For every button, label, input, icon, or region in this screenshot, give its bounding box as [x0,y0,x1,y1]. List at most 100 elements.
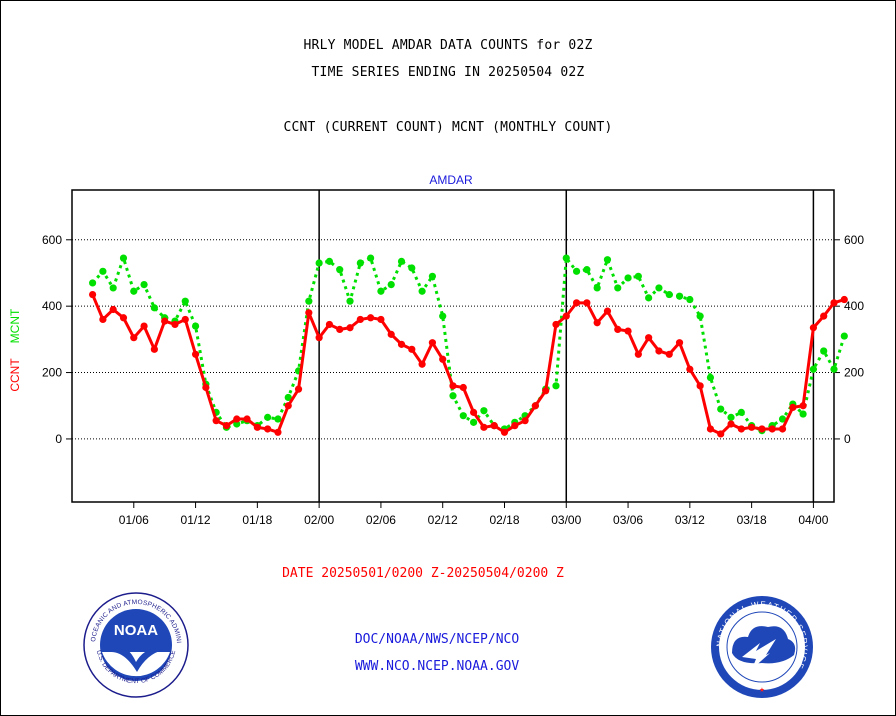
data-point-mcnt [459,412,467,420]
data-point-ccnt [397,340,406,348]
data-point-mcnt [675,292,684,300]
data-point-mcnt [336,266,344,274]
data-point-ccnt [562,312,570,320]
data-point-ccnt [717,430,725,438]
data-point-ccnt [480,423,488,431]
data-point-ccnt [778,425,787,433]
data-point-mcnt [99,267,107,275]
data-point-ccnt [645,334,653,342]
data-point-ccnt [521,417,529,425]
data-point-mcnt [614,284,622,292]
page-title: HRLY MODEL AMDAR DATA COUNTS for 02Z [303,38,593,53]
data-point-mcnt [346,297,354,305]
data-point-ccnt [552,320,560,329]
data-point-ccnt [161,317,169,325]
data-point-ccnt [840,295,848,304]
series-line-ccnt [91,293,845,436]
data-point-ccnt [377,315,385,324]
x-tick-label: 03/18 [737,513,767,527]
svg-text:★: ★ [759,685,765,695]
data-point-mcnt [233,420,241,428]
doc-noaa-link[interactable]: DOC/NOAA/NWS/NCEP/NCO [354,632,520,647]
y-tick-label-right: 600 [844,233,864,247]
data-point-ccnt [686,365,694,373]
data-point-ccnt [809,324,818,332]
data-point-ccnt [171,320,179,329]
data-point-ccnt [222,422,231,430]
data-point-mcnt [397,257,406,265]
data-point-ccnt [294,385,303,393]
data-point-ccnt [768,425,776,433]
data-point-mcnt [469,418,478,426]
data-point-ccnt [706,425,715,433]
data-point-ccnt [799,402,807,410]
data-point-ccnt [346,324,354,332]
data-point-ccnt [696,382,704,390]
data-point-mcnt [583,266,591,274]
data-point-ccnt [675,339,684,347]
data-point-ccnt [603,307,612,315]
x-tick-label: 02/18 [489,513,519,527]
data-point-ccnt [243,415,251,423]
data-point-ccnt [191,350,200,358]
data-point-ccnt [233,415,241,423]
data-point-mcnt [593,284,601,292]
data-point-mcnt [727,413,735,421]
data-point-ccnt [614,325,622,334]
data-point-ccnt [99,315,107,324]
data-point-ccnt [325,320,334,329]
data-point-ccnt [727,420,735,428]
data-point-ccnt [253,423,261,431]
data-point-ccnt [490,422,498,430]
data-point-ccnt [140,322,148,330]
data-point-mcnt [181,297,189,305]
data-point-mcnt [428,272,437,280]
data-point-ccnt [820,312,828,320]
x-tick-label: 03/00 [551,513,581,527]
data-point-ccnt [387,330,395,338]
data-point-ccnt [624,327,632,335]
y-axis-label-mcnt: MCNT [8,308,22,343]
data-point-mcnt [264,413,272,421]
data-point-ccnt [459,383,467,392]
data-point-mcnt [119,254,128,262]
data-point-mcnt [634,272,642,280]
data-point-mcnt [88,279,97,287]
nco-website-link[interactable]: WWW.NCO.NCEP.NOAA.GOV [354,659,520,674]
data-point-mcnt [562,254,570,262]
nws-logo[interactable]: NATIONAL WEATHER SERVICE ★ [708,593,816,701]
data-point-mcnt [572,267,581,275]
x-tick-label: 01/06 [119,513,149,527]
data-point-mcnt [665,290,673,299]
data-point-mcnt [377,287,385,295]
data-point-mcnt [284,393,292,402]
data-point-mcnt [686,295,694,304]
page-subtitle: TIME SERIES ENDING IN 20250504 02Z [311,65,585,80]
data-point-ccnt [418,360,426,368]
data-point-mcnt [150,304,158,312]
data-point-ccnt [408,345,416,353]
data-point-ccnt [511,422,519,430]
noaa-logo[interactable]: NOAA NATIONAL OCEANIC AND ATMOSPHERIC AD… [81,590,191,700]
series-description: CCNT (CURRENT COUNT) MCNT (MONTHLY COUNT… [283,120,613,135]
data-point-ccnt [284,402,292,410]
y-tick-label-right: 0 [844,432,851,446]
data-point-mcnt [191,322,200,330]
data-point-ccnt [119,314,128,322]
x-tick-label: 02/06 [366,513,396,527]
data-point-ccnt [88,290,97,299]
data-point-ccnt [655,347,663,355]
data-point-mcnt [140,280,148,289]
plot-frame [71,189,835,503]
chart-title: AMDAR [429,173,473,187]
axes-layer: 0 0 200 200 400 400 600 600 01/06 01/12 01/18 02/00… [42,189,864,527]
data-point-mcnt [696,312,704,320]
data-point-mcnt [408,264,416,272]
data-point-mcnt [717,405,725,413]
data-point-mcnt [480,407,488,415]
data-point-mcnt [387,280,395,289]
data-point-ccnt [531,402,539,410]
data-point-ccnt [439,355,447,363]
data-point-mcnt [367,254,375,262]
data-point-mcnt [830,365,838,373]
